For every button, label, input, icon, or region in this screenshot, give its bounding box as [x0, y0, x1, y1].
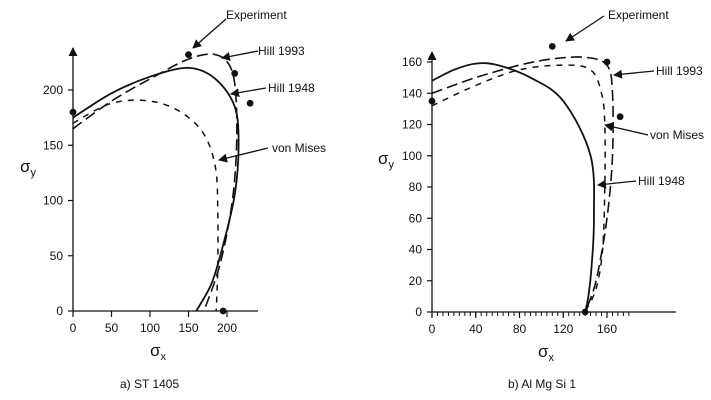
chart-a-x-tick-label: 0 — [70, 321, 77, 335]
chart-b-arrow-hill-1948 — [597, 179, 637, 189]
chart-a-x-tick-label: 150 — [178, 321, 198, 335]
chart-a-arrow-von-mises — [218, 147, 269, 163]
chart-b-point-experiment-3 — [616, 113, 624, 121]
chart-b-y-tick-label: 40 — [409, 243, 423, 257]
chart-a-series-von-mises — [72, 99, 219, 312]
chart-b-series — [428, 42, 624, 316]
chart-a-arrow-hill-1948 — [230, 87, 267, 98]
chart-a-y-tick-label: 150 — [43, 138, 63, 152]
chart-b-x-tick-label: 120 — [553, 322, 573, 336]
chart-b-arrow-hill-1993 — [613, 69, 655, 79]
chart-a-point-experiment-3 — [246, 99, 254, 107]
chart-a-annotation-von-mises: von Mises — [272, 141, 326, 155]
chart-a-point-experiment-2 — [231, 70, 239, 77]
chart-b-series-von-mises — [431, 64, 606, 313]
chart-a-point-experiment-4 — [219, 307, 227, 315]
chart-b-point-experiment-0 — [428, 97, 436, 105]
chart-b-x-ticks: 0 40 80 120 160 — [429, 312, 630, 336]
chart-b-y-tick-label: 140 — [402, 86, 422, 100]
chart-b-y-tick-label: 80 — [409, 180, 423, 194]
chart-a-x-ticks: 0 50 100 150 200 — [70, 311, 237, 335]
chart-a-series-hill-1993 — [72, 53, 238, 312]
chart-a-annotation-experiment: Experiment — [226, 8, 287, 22]
chart-b-arrow-experiment — [565, 15, 605, 42]
chart-b-point-experiment-1 — [548, 42, 556, 50]
chart-a-y-tick-label: 50 — [50, 249, 64, 263]
chart-b-y-label: σy — [378, 149, 395, 171]
chart-b-x-tick-label: 0 — [429, 322, 436, 336]
chart-a-y-tick-label: 0 — [56, 304, 63, 318]
chart-b-y-tick-label: 120 — [402, 118, 422, 132]
chart-a-arrow-hill-1993 — [221, 50, 259, 61]
chart-b-y-ticks: 0 20 40 60 80 100 120 140 160 — [402, 55, 432, 319]
chart-b-arrow-von-mises — [604, 122, 649, 136]
chart-b-y-tick-label: 100 — [402, 149, 422, 163]
chart-a-point-experiment-1 — [185, 51, 192, 59]
chart-a-y-tick-label: 200 — [43, 83, 63, 97]
chart-a-series-hill-1948 — [72, 66, 240, 312]
chart-a-annotation-hill-1948: Hill 1948 — [268, 81, 315, 95]
chart-b-annotation-experiment: Experiment — [608, 8, 669, 22]
chart-b-series-hill-1948 — [431, 62, 596, 313]
chart-b-y-tick-label: 20 — [409, 274, 423, 288]
chart-b-annotation-hill-1993: Hill 1993 — [656, 64, 703, 78]
chart-b-annotation-hill-1948: Hill 1948 — [638, 174, 685, 188]
chart-b-x-tick-label: 160 — [597, 322, 617, 336]
chart-b-y-tick-label: 160 — [402, 55, 422, 69]
chart-a-x-tick-label: 100 — [140, 321, 160, 335]
chart-b-caption: b) Al Mg Si 1 — [508, 377, 576, 391]
chart-a-y-ticks: 0 50 100 150 200 — [43, 83, 73, 318]
chart-a-series — [69, 51, 254, 315]
chart-b-x-tick-label: 80 — [513, 322, 527, 336]
chart-a-x-label: σx — [150, 341, 167, 363]
chart-a-point-experiment-0 — [69, 108, 77, 116]
chart-a-x-tick-label: 50 — [105, 321, 119, 335]
chart-a-x-tick-label: 200 — [217, 321, 237, 335]
chart-b-y-tick-label: 0 — [415, 305, 422, 319]
chart-a-caption: a) ST 1405 — [120, 377, 179, 391]
chart-b-series-hill-1993 — [431, 56, 614, 313]
chart-a: 0 50 100 150 200 0 50 100 150 200 σx σy Experime… — [20, 8, 326, 391]
chart-b-annotation-von-mises: von Mises — [650, 128, 704, 142]
chart-a-y-tick-label: 100 — [43, 194, 63, 208]
chart-a-annotation-hill-1993: Hill 1993 — [258, 44, 305, 58]
chart-b-y-tick-label: 60 — [409, 211, 423, 225]
chart-a-y-label: σy — [20, 157, 37, 179]
chart-a-arrow-experiment — [192, 18, 227, 49]
chart-b-x-label: σx — [538, 342, 555, 364]
chart-b-x-tick-label: 40 — [469, 322, 483, 336]
